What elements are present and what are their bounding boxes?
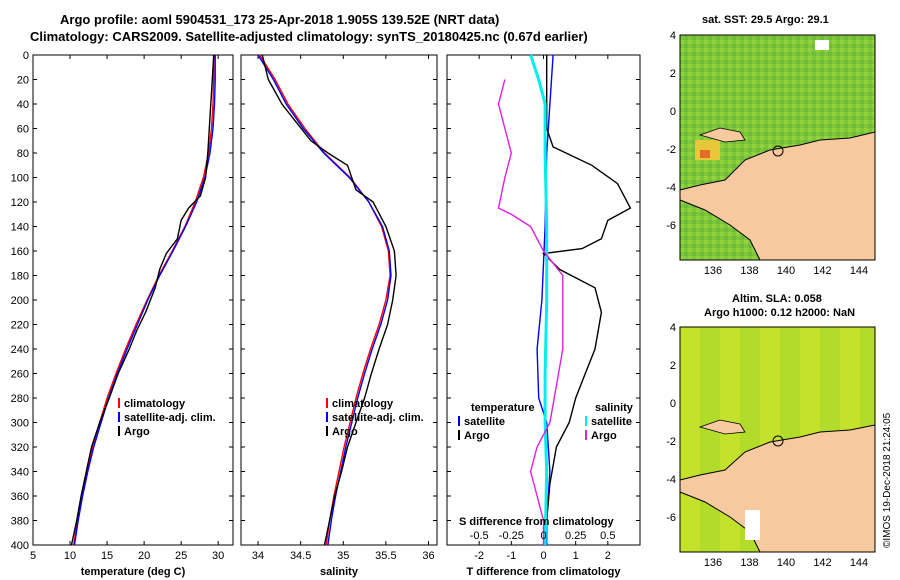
y-tick-label: 80 (17, 148, 29, 160)
top-tick-label: -0.5 (470, 530, 489, 542)
x-tick-label: 35.5 (375, 550, 396, 562)
series-climatology (259, 54, 391, 546)
x-tick-label: 25 (175, 550, 187, 562)
x-tick-label: -2 (474, 550, 484, 562)
x-tick-label: 10 (64, 550, 76, 562)
imos-credit: ©IMOS 19-Dec-2018 21:24:05 (882, 412, 893, 548)
plot-frame (32, 54, 234, 546)
x-tick-label: 1 (573, 550, 579, 562)
x-tick-label: 20 (138, 550, 150, 562)
y-tick-label: 360 (11, 491, 29, 503)
x-tick-label: 5 (30, 550, 36, 562)
y-tick-label: 100 (11, 173, 29, 185)
y-tick-label: 380 (11, 516, 29, 528)
legend-heading: temperature (471, 402, 535, 414)
series-temperature-satellite (536, 54, 554, 545)
sla-map-title-1: Altim. SLA: 0.058 (732, 293, 822, 305)
top-tick-label: -0.25 (499, 530, 524, 542)
y-tick-label: 400 (11, 540, 29, 552)
y-tick-label: 180 (11, 271, 29, 283)
x-tick-label: 0 (540, 550, 546, 562)
series-salinity-satellite (529, 54, 549, 546)
top-axis-title: S difference from climatology (459, 516, 615, 528)
x-tick-label: 35 (337, 550, 349, 562)
y-tick-label: 240 (11, 344, 29, 356)
y-tick-label: 340 (11, 467, 29, 479)
sst-map-title: sat. SST: 29.5 Argo: 29.1 (702, 14, 829, 26)
legend-label: satellite (591, 416, 632, 428)
top-tick-label: 0.5 (600, 530, 615, 542)
y-tick-label: 0 (23, 50, 29, 62)
x-tick-label: 36 (422, 550, 434, 562)
series-satellite-adj-clim- (73, 55, 216, 546)
series-satellite-adj-clim- (257, 54, 392, 546)
series-temperature-argo (541, 55, 632, 546)
y-tick-label: 320 (11, 442, 29, 454)
x-tick-label: 2 (605, 550, 611, 562)
y-tick-label: 300 (11, 418, 29, 430)
y-tick-label: 120 (11, 197, 29, 209)
legend-heading: salinity (595, 402, 634, 414)
top-tick-label: 0.25 (565, 530, 586, 542)
legend-label: climatology (124, 398, 186, 410)
legend-label: satellite (464, 416, 505, 428)
legend-label: Argo (591, 430, 617, 442)
x-tick-label: 15 (101, 550, 113, 562)
series-argo (261, 54, 397, 546)
y-tick-label: 40 (17, 99, 29, 111)
chart-title-line1: Argo profile: aoml 5904531_173 25-Apr-20… (60, 12, 500, 27)
y-tick-label: 20 (17, 75, 29, 87)
series-argo (70, 54, 215, 546)
legend-label: satellite-adj. clim. (332, 412, 424, 424)
y-tick-label: 220 (11, 320, 29, 332)
plot-frame (446, 54, 641, 546)
legend-label: satellite-adj. clim. (124, 412, 216, 424)
legend-label: Argo (332, 426, 358, 438)
y-tick-label: 260 (11, 369, 29, 381)
legend-label: climatology (332, 398, 394, 410)
y-tick-label: 60 (17, 124, 29, 136)
y-tick-label: 140 (11, 222, 29, 234)
sla-map-title-2: Argo h1000: 0.12 h2000: NaN (704, 307, 856, 319)
x-tick-label: -1 (506, 550, 516, 562)
x-axis-title: salinity (320, 566, 359, 578)
x-axis-title: T difference from climatology (466, 566, 621, 578)
y-tick-label: 280 (11, 393, 29, 405)
y-tick-label: 160 (11, 246, 29, 258)
legend-label: Argo (464, 430, 490, 442)
x-tick-label: 30 (212, 550, 224, 562)
y-tick-label: 200 (11, 295, 29, 307)
x-tick-label: 34.5 (290, 550, 311, 562)
chart-title-line2: Climatology: CARS2009. Satellite-adjuste… (30, 29, 588, 44)
x-axis-title: temperature (deg C) (81, 566, 186, 578)
legend-label: Argo (124, 426, 150, 438)
plot-frame (240, 54, 438, 546)
top-tick-label: 0 (540, 530, 546, 542)
series-salinity-argo (497, 79, 564, 545)
x-tick-label: 34 (252, 550, 264, 562)
